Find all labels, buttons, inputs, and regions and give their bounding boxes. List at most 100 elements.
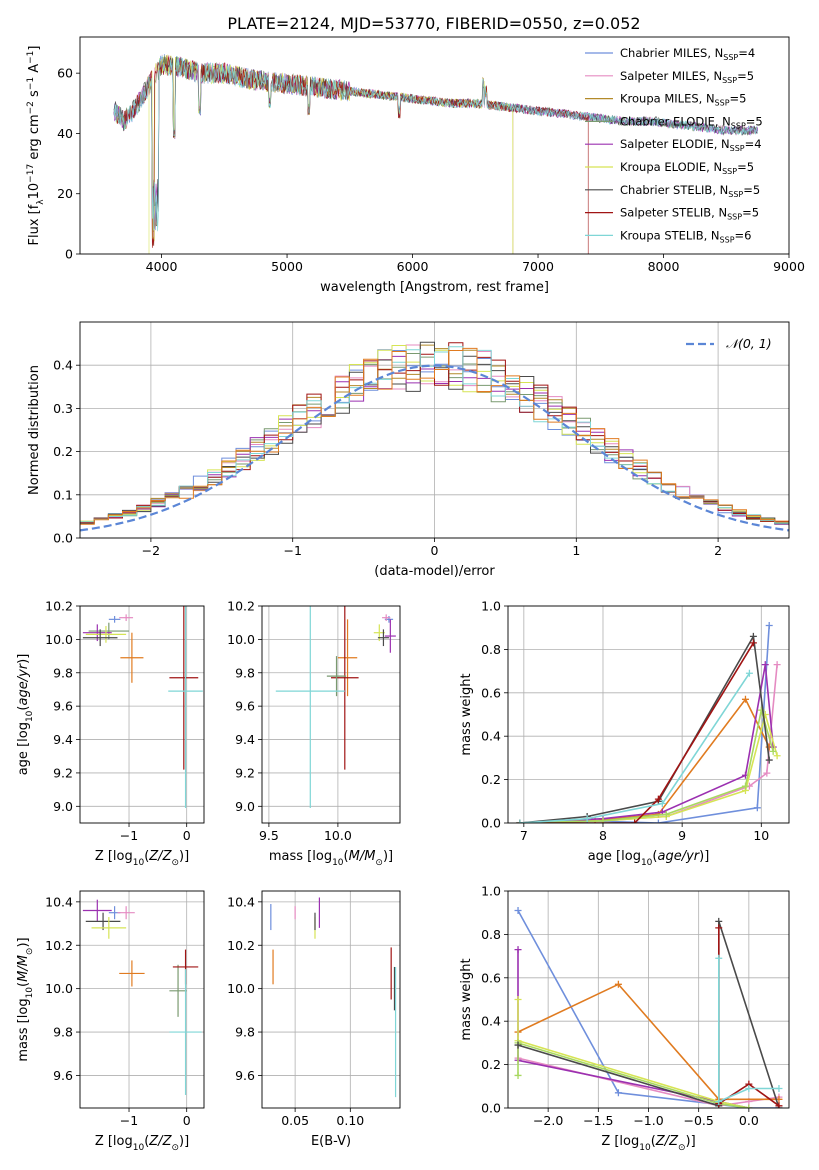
y-tick-label: 10.0 xyxy=(45,981,73,996)
y-tick-label: 9.8 xyxy=(53,665,73,680)
y-tick-label: 40 xyxy=(57,126,73,141)
series-marker xyxy=(775,1084,783,1092)
x-axis-label: mass [log10(M/M⊙)] xyxy=(269,849,393,868)
series-marker xyxy=(654,795,662,803)
figure-title: PLATE=2124, MJD=53770, FIBERID=0550, z=0… xyxy=(227,14,640,33)
series-marker xyxy=(514,907,522,915)
y-tick-label: 0.2 xyxy=(481,772,501,787)
y-tick-label: 0.0 xyxy=(481,816,501,831)
series-marker xyxy=(514,1041,522,1049)
y-tick-label: 0.0 xyxy=(481,1101,501,1116)
panel-massweight-vs-age: 7 8 9 10 0.0 0.2 0.4 0.6 0.8 1.0 age [log10(age/yr… xyxy=(459,599,790,868)
y-axis-label: Flux [fλ10−17 erg cm−2 s−1 A−1] xyxy=(26,46,46,246)
axes-frame xyxy=(261,890,401,1109)
x-axis-label: Z [log10(Z/Z⊙)] xyxy=(95,849,189,868)
spectrum-line-kroupa-stelib xyxy=(113,54,758,232)
series-marker xyxy=(514,946,522,954)
legend-label: Salpeter MILES, NSSP=5 xyxy=(620,69,754,85)
ticks: −1 0 9.6 9.8 10.0 10.2 10.4 xyxy=(45,894,191,1128)
x-tick-label: −1.0 xyxy=(633,1113,663,1128)
series-line xyxy=(519,664,774,823)
y-axis-label: mass weight xyxy=(459,958,474,1040)
plot-area xyxy=(514,907,783,1108)
y-axis-label: age [log10(age/yr)] xyxy=(16,654,35,776)
legend-label: Salpeter ELODIE, NSSP=4 xyxy=(620,137,762,153)
y-tick-label: 10.2 xyxy=(45,599,73,614)
x-tick-label: 10 xyxy=(753,828,769,843)
panel-age-vs-mass: 9.5 10.0 9.0 9.2 9.4 9.6 9.8 10.0 10.2 mass [log1… xyxy=(227,599,401,868)
y-tick-label: 9.8 xyxy=(235,665,255,680)
axes-frame xyxy=(79,890,205,1109)
plot-area xyxy=(516,622,781,823)
histograms xyxy=(80,341,789,532)
error-bar-point xyxy=(275,606,345,808)
y-axis-label: mass [log10(M/M⊙)] xyxy=(16,937,35,1061)
error-bar-point xyxy=(82,624,112,642)
y-tick-label: 0.4 xyxy=(53,358,73,373)
y-tick-label: 9.0 xyxy=(235,799,255,814)
series-marker xyxy=(514,996,522,1003)
x-tick-label: 7000 xyxy=(522,259,554,274)
y-tick-label: 9.6 xyxy=(53,699,73,714)
y-tick-label: 10.0 xyxy=(45,632,73,647)
y-tick-label: 9.6 xyxy=(235,699,255,714)
legend-label: Kroupa STELIB, NSSP=6 xyxy=(620,228,751,244)
x-tick-label: 4000 xyxy=(146,259,178,274)
grid xyxy=(262,891,400,1108)
series-marker xyxy=(745,669,753,677)
legend-label: Salpeter STELIB, NSSP=5 xyxy=(620,206,759,222)
ticks: 4000 5000 6000 7000 8000 9000 0 20 40 60 xyxy=(57,66,805,274)
y-tick-label: 9.0 xyxy=(53,799,73,814)
series-line xyxy=(517,983,779,1101)
y-tick-label: 9.6 xyxy=(235,1068,255,1083)
x-tick-label: −0.5 xyxy=(683,1113,713,1128)
series-marker xyxy=(614,1089,622,1097)
x-tick-label: 7 xyxy=(520,828,528,843)
x-tick-label: −1.5 xyxy=(583,1113,613,1128)
ticks: 7 8 9 10 0.0 0.2 0.4 0.6 0.8 1.0 xyxy=(481,599,769,844)
error-bar-point xyxy=(85,626,127,643)
error-bar-point xyxy=(82,899,112,922)
x-axis-label: wavelength [Angstrom, rest frame] xyxy=(320,280,549,295)
plot-area xyxy=(270,897,397,1098)
error-bar-point xyxy=(119,614,134,622)
y-tick-label: 9.4 xyxy=(235,732,255,747)
error-bar-point xyxy=(326,656,347,697)
y-tick-label: 10.2 xyxy=(227,938,255,953)
x-axis-label: Z [log10(Z/Z⊙)] xyxy=(601,1134,695,1153)
y-tick-label: 0.6 xyxy=(481,970,501,985)
series-marker xyxy=(745,1104,753,1108)
y-tick-label: 9.6 xyxy=(53,1068,73,1083)
series-marker xyxy=(516,819,524,823)
y-tick-label: 9.4 xyxy=(53,732,73,747)
y-tick-label: 10.2 xyxy=(45,938,73,953)
points xyxy=(82,606,203,808)
legend-label: 𝒩(0, 1) xyxy=(726,336,772,351)
x-tick-label: −2 xyxy=(142,543,160,558)
axes-frame xyxy=(507,605,790,824)
series-line xyxy=(519,642,755,823)
y-tick-label: 0.8 xyxy=(481,642,501,657)
x-tick-label: 6000 xyxy=(397,259,429,274)
y-tick-label: 9.2 xyxy=(235,765,255,780)
error-bar-point xyxy=(88,622,130,640)
series-marker xyxy=(763,769,771,777)
points xyxy=(82,899,202,1095)
error-bar-point xyxy=(382,614,391,622)
series-marker xyxy=(741,782,749,790)
y-tick-label: 9.8 xyxy=(53,1025,73,1040)
panel-mass-vs-ebv: 0.05 0.10 9.6 9.8 10.0 10.2 10.4 E(B-V) xyxy=(227,890,401,1149)
y-tick-label: 20 xyxy=(57,186,73,201)
plot-area xyxy=(113,54,758,254)
y-tick-label: 9.2 xyxy=(53,765,73,780)
y-tick-label: 0.6 xyxy=(481,685,501,700)
grid xyxy=(262,605,400,823)
x-tick-label: 0.05 xyxy=(281,1113,309,1128)
error-bar-point xyxy=(168,606,203,808)
y-tick-label: 0.2 xyxy=(481,1057,501,1072)
x-tick-label: 9 xyxy=(678,828,686,843)
series-marker xyxy=(715,924,723,932)
panel-age-vs-Z: −1 0 9.0 9.2 9.4 9.6 9.8 10.0 10.2 Z [log10(Z/Z⊙)… xyxy=(16,599,205,868)
x-tick-label: 10.0 xyxy=(324,828,352,843)
